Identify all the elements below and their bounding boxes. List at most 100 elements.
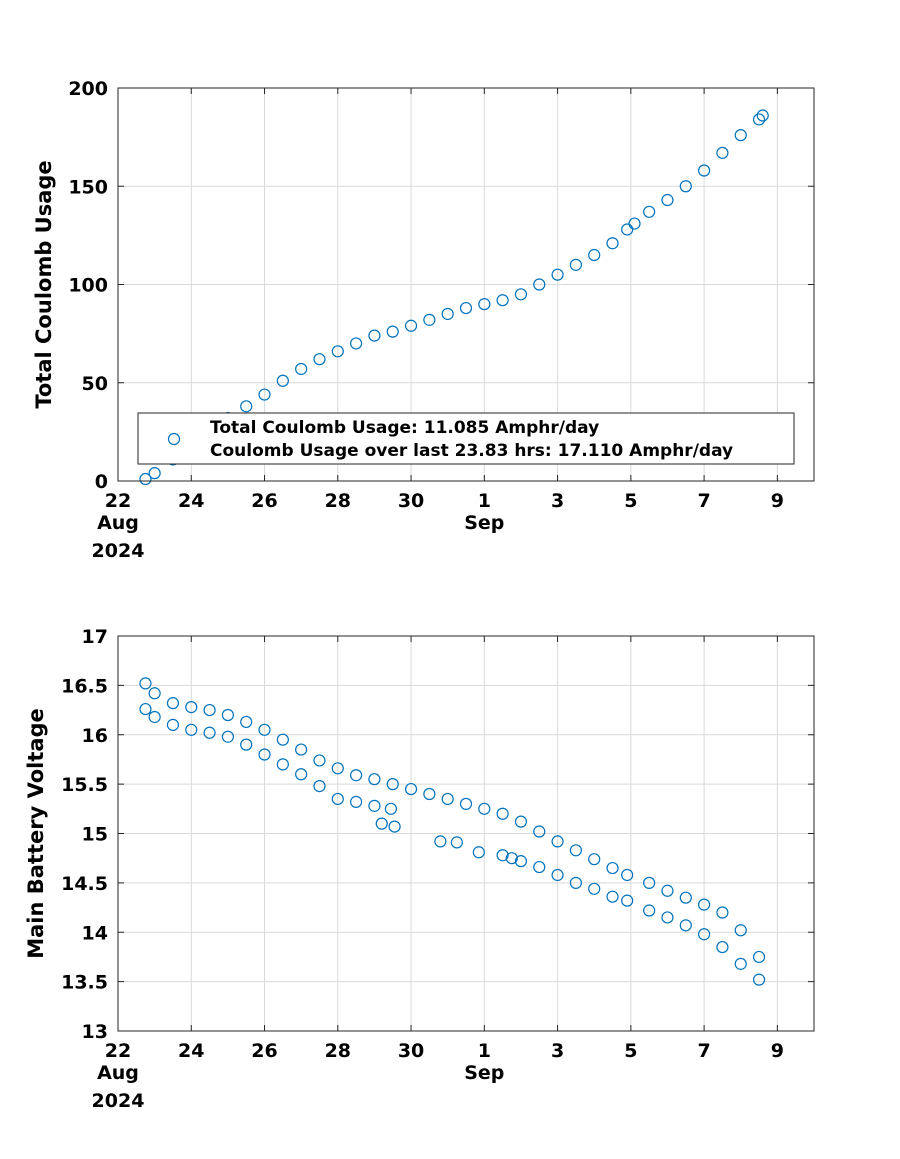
x-tick-label: 30 [398,490,424,512]
data-point [258,388,271,401]
x-tick-label: 26 [251,1040,277,1062]
data-point [139,702,152,716]
x-tick-label: 22 [105,490,131,512]
x-tick-label: 30 [398,1040,424,1062]
data-point [221,730,234,743]
data-point [240,738,253,751]
x-tick-label: 28 [325,1040,351,1062]
x-sub-label: Aug [97,1062,139,1084]
y-tick-label: 16.5 [61,675,108,697]
data-point [404,319,418,332]
y-tick-label: 200 [68,78,108,100]
data-point [679,891,692,904]
data-point [313,353,326,366]
x-tick-label: 5 [624,1040,637,1062]
x-tick-label: 3 [551,1040,564,1062]
x-tick-label: 24 [178,1040,204,1062]
data-point [643,904,656,917]
battery-voltage-chart: 22 24 26 28 30 1 3 5 7 9Aug2024Sep1313.51414.5151… [24,626,815,1112]
data-point [752,113,766,126]
data-point [698,164,711,177]
data-point [375,817,388,830]
data-point [716,146,729,159]
data-point [472,846,485,859]
data-point [459,301,473,315]
data-point [350,769,363,782]
data-point [166,718,180,731]
x-tick-label: 1 [478,490,491,512]
data-point [148,687,161,700]
data-point [404,782,418,796]
data-point [221,708,234,722]
data-point [331,762,344,775]
data-point [621,868,634,882]
data-point [388,820,401,833]
data-point [514,855,528,868]
data-point [423,787,436,801]
data-point [295,743,308,756]
data-point [185,723,198,736]
y-tick-label: 150 [68,176,108,198]
data-point [423,313,436,326]
data-point [350,795,363,809]
data-point [139,677,152,690]
data-point [734,924,747,937]
x-sub-label: 2024 [92,540,145,562]
data-point [551,835,564,848]
data-point [276,733,289,746]
data-point [533,825,546,838]
data-point [295,768,308,781]
data-point [386,778,399,791]
legend: Total Coulomb Usage: 11.085 Amphr/day Cou… [137,412,795,465]
data-point [139,472,152,486]
data-point [386,325,399,338]
data-point [331,345,344,358]
x-sub-label: Aug [97,512,139,534]
y-tick-label: 15.5 [61,774,108,796]
data-point [514,288,528,301]
data-point [679,180,692,193]
data-point [434,835,447,848]
data-point [496,849,509,862]
data-point [752,950,766,964]
data-point [313,779,326,793]
data-point [588,853,601,866]
data-point [756,109,769,122]
data-point [752,973,766,986]
data-point [478,802,491,815]
data-point [628,217,641,230]
data-point [533,860,546,874]
data-point [276,374,289,387]
data-point [551,868,564,882]
data-point [505,852,518,865]
data-point [621,894,634,907]
data-point [368,773,381,786]
data-point [606,890,619,903]
data-point [716,906,729,919]
x-sub-label: Sep [464,512,504,534]
x-tick-label: 5 [624,490,637,512]
data-point [276,758,289,771]
data-point [148,467,161,480]
data-point [368,329,381,342]
data-point [661,911,674,924]
x-tick-label: 22 [105,1040,131,1062]
y-axis-label: Total Coulomb Usage [32,160,56,408]
data-point [661,884,674,897]
data-point [313,754,326,767]
y-tick-label: 0 [95,471,108,493]
data-point [734,957,747,970]
x-tick-label: 26 [251,490,277,512]
legend-entry: Total Coulomb Usage: 11.085 Amphr/day [210,418,599,438]
data-point [661,193,674,207]
data-point [606,861,619,875]
data-point [514,815,528,828]
y-tick-label: 50 [82,373,108,395]
data-point [698,898,711,911]
y-tick-label: 17 [82,626,108,648]
data-point [643,205,656,218]
y-tick-label: 14.5 [61,873,108,895]
y-tick-label: 13 [82,1021,108,1043]
x-tick-label: 7 [697,490,710,512]
